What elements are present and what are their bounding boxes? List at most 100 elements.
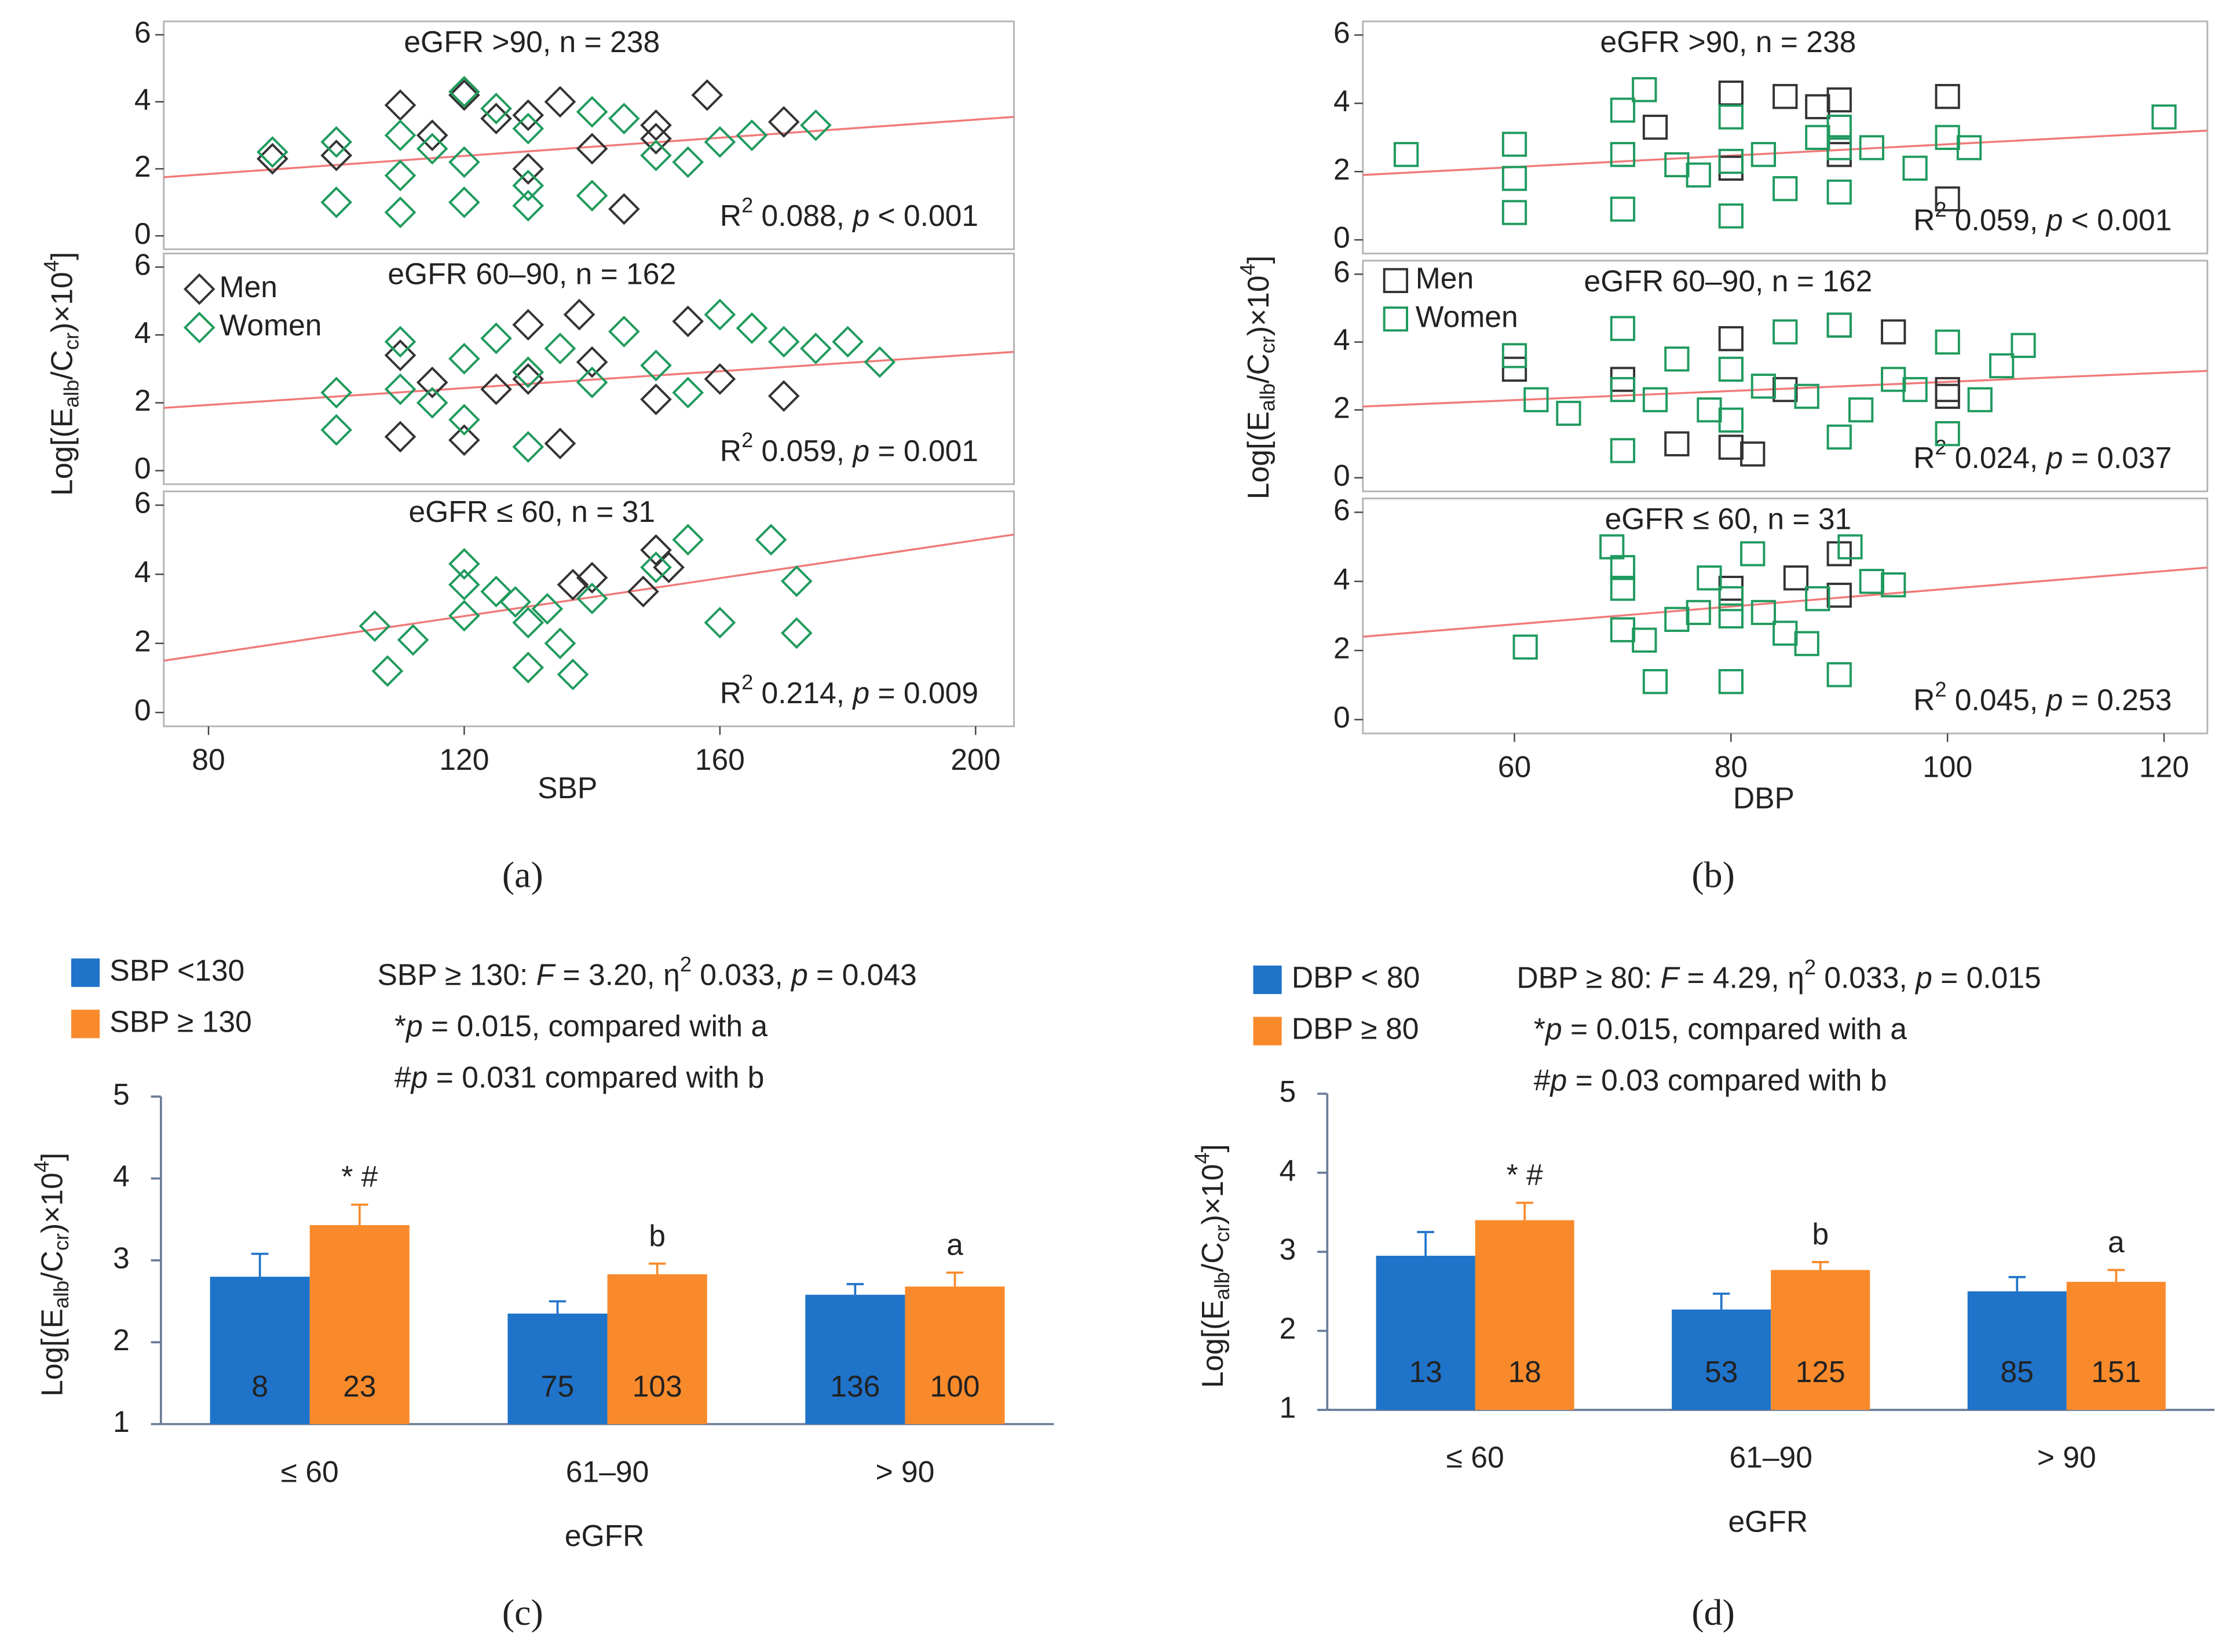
stats-text: #p = 0.03 compared with b <box>1534 1063 1887 1097</box>
point <box>563 298 595 331</box>
point <box>1686 600 1711 626</box>
text-part: # <box>1534 1063 1551 1097</box>
text-part: = 0.015 <box>1932 960 2041 994</box>
point <box>1826 424 1852 450</box>
error-bar <box>251 1252 269 1277</box>
point <box>1393 142 1419 167</box>
point <box>480 322 512 354</box>
text-part: F <box>1661 960 1680 994</box>
text-part: p <box>1544 1012 1562 1046</box>
point <box>576 133 608 165</box>
point <box>544 427 576 460</box>
error-bar <box>1417 1231 1434 1256</box>
error-bar <box>1516 1201 1533 1220</box>
point <box>1718 326 1744 352</box>
y-tick-label: 6 <box>1333 493 1350 527</box>
stats-text: *p = 0.015, compared with a <box>1534 1012 1907 1046</box>
point <box>320 139 353 171</box>
point <box>448 404 480 436</box>
text-part: 4 <box>1190 1152 1214 1164</box>
significance-label: a <box>2108 1225 2125 1259</box>
annotation: R2 0.059, p = 0.001 <box>720 428 978 467</box>
point <box>448 548 480 580</box>
point <box>480 373 512 405</box>
point <box>480 92 512 125</box>
point <box>1632 627 1657 653</box>
error-bar <box>846 1283 864 1295</box>
point <box>1902 155 1928 181</box>
point <box>1718 203 1744 229</box>
count-label: 8 <box>251 1369 268 1403</box>
point <box>704 606 736 639</box>
point <box>1750 600 1777 626</box>
point <box>531 593 564 625</box>
point <box>1718 356 1744 382</box>
text-part: p <box>851 675 869 709</box>
point <box>256 142 288 175</box>
point <box>1523 387 1549 412</box>
bar <box>1672 1309 1771 1410</box>
point <box>448 424 480 456</box>
panel-title: eGFR ≤ 60, n = 31 <box>408 495 655 528</box>
significance-label: b <box>1812 1217 1829 1251</box>
point <box>416 387 448 419</box>
error-bar <box>648 1262 666 1274</box>
x-axis-label: SBP <box>538 771 597 805</box>
text-part: Log[(E <box>1196 1300 1229 1388</box>
stats-text: DBP ≥ 80: F = 4.29, η2 0.033, p = 0.015 <box>1516 955 2041 994</box>
point <box>512 606 544 639</box>
point <box>359 610 391 642</box>
point <box>832 326 864 358</box>
count-label: 13 <box>1409 1355 1442 1388</box>
stats-text: SBP ≥ 130: F = 3.20, η2 0.033, p = 0.043 <box>378 952 917 991</box>
plot-box <box>1362 498 2209 734</box>
error-bar <box>351 1203 368 1226</box>
text-part: /C <box>35 1251 68 1281</box>
point <box>1697 397 1722 423</box>
point <box>1664 346 1690 372</box>
point <box>384 119 416 151</box>
point <box>1826 179 1852 205</box>
legend-marker <box>183 273 215 305</box>
point <box>1859 569 1884 594</box>
bar <box>1967 1291 2067 1410</box>
y-tick-label: 2 <box>1333 631 1350 665</box>
panel-label: (c) <box>502 1592 543 1633</box>
text-part: cr <box>1255 336 1279 353</box>
point <box>780 617 813 649</box>
point <box>1881 319 1906 345</box>
panel-title: eGFR >90, n = 238 <box>404 25 660 59</box>
text-part: 2 <box>1935 197 1946 221</box>
text-part: ] <box>45 252 78 260</box>
fit-line <box>1362 370 2208 408</box>
error-bar <box>549 1300 567 1314</box>
point <box>1718 603 1744 628</box>
text-part: ] <box>35 1153 68 1161</box>
point <box>448 342 480 375</box>
point <box>1610 377 1636 403</box>
point <box>1881 572 1906 598</box>
point <box>1956 135 1982 160</box>
panel-label: (b) <box>1691 854 1735 896</box>
y-tick-label: 2 <box>134 383 151 417</box>
point <box>384 421 416 453</box>
point <box>672 377 704 409</box>
text-part: 0.059, <box>753 434 853 467</box>
point <box>780 565 813 597</box>
point <box>384 89 416 121</box>
point <box>1881 367 1906 392</box>
count-label: 125 <box>1796 1355 1845 1388</box>
point <box>1718 586 1744 612</box>
y-tick-label: 1 <box>113 1405 130 1438</box>
text-part: )×10 <box>1196 1164 1229 1225</box>
text-part: = 0.043 <box>808 957 917 991</box>
y-tick-label: 4 <box>134 555 151 589</box>
fit-line <box>1362 566 2208 638</box>
bar <box>1475 1220 1574 1410</box>
bar <box>805 1295 905 1424</box>
point <box>1501 343 1527 368</box>
x-axis-label: eGFR <box>1728 1504 1808 1538</box>
text-part: alb <box>1255 383 1279 411</box>
